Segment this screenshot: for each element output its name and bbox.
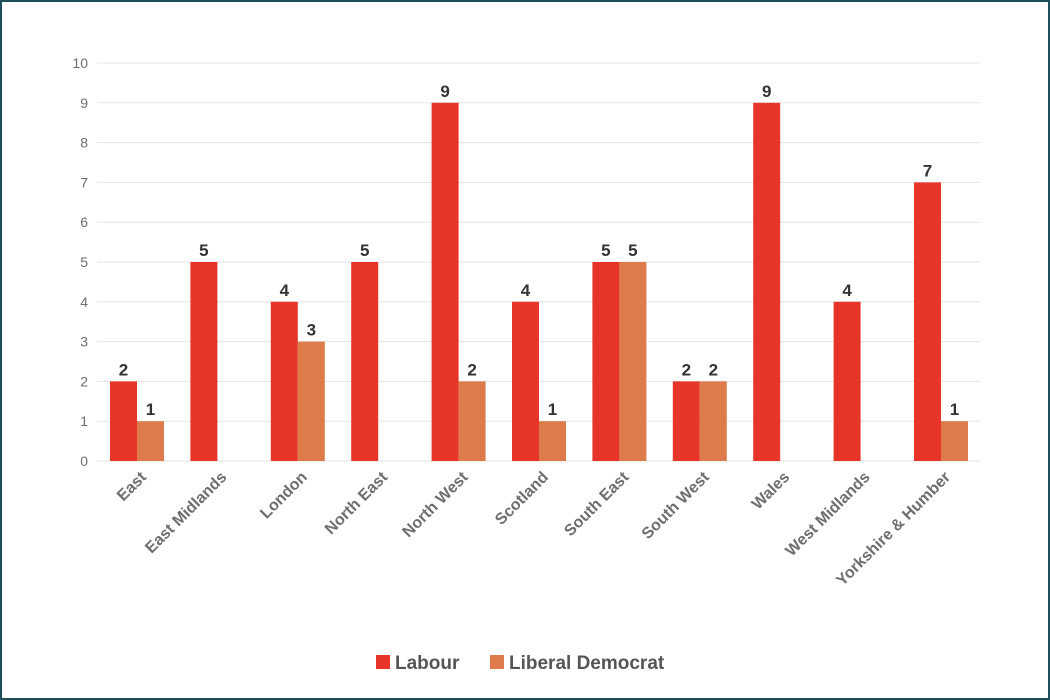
bar-labour xyxy=(512,301,539,461)
bar-liberal-democrat xyxy=(699,381,727,461)
data-label: 2 xyxy=(467,360,476,379)
y-tick-label: 4 xyxy=(80,294,88,310)
x-tick-label: North West xyxy=(399,468,472,541)
legend-swatch-labour xyxy=(376,655,390,669)
data-label: 5 xyxy=(199,241,208,260)
bar-labour xyxy=(833,301,861,461)
data-label: 9 xyxy=(762,82,771,101)
data-label: 1 xyxy=(950,400,959,419)
data-label: 5 xyxy=(601,241,610,260)
bar-liberal-democrat xyxy=(458,381,486,461)
bar-labour xyxy=(351,262,379,461)
data-label: 4 xyxy=(280,281,290,300)
x-tick-label: East Midlands xyxy=(142,469,230,557)
x-tick-label: Scotland xyxy=(492,469,552,529)
bar-liberal-democrat xyxy=(619,262,647,461)
data-label: 2 xyxy=(682,360,691,379)
x-tick-label: Wales xyxy=(749,469,793,513)
bar-labour xyxy=(110,381,137,461)
data-label: 2 xyxy=(119,360,128,379)
x-tick-label: South West xyxy=(639,468,714,543)
x-tick-label: West Midlands xyxy=(783,469,874,560)
bar-liberal-democrat xyxy=(297,341,325,461)
y-tick-label: 10 xyxy=(72,55,88,71)
bar-labour xyxy=(270,301,298,461)
y-tick-label: 5 xyxy=(80,254,88,270)
data-label: 2 xyxy=(709,360,718,379)
x-tick-label: East xyxy=(114,468,150,504)
bar-labour xyxy=(592,262,620,461)
bar-labour xyxy=(190,262,218,461)
y-tick-label: 2 xyxy=(80,373,88,389)
y-tick-label: 3 xyxy=(80,334,88,350)
y-tick-label: 7 xyxy=(80,174,88,190)
data-label: 4 xyxy=(842,281,852,300)
data-label: 3 xyxy=(307,321,316,340)
data-label: 5 xyxy=(628,241,637,260)
data-label: 1 xyxy=(146,400,155,419)
data-label: 1 xyxy=(548,400,557,419)
y-tick-label: 6 xyxy=(80,214,88,230)
y-tick-label: 1 xyxy=(80,413,88,429)
data-label: 5 xyxy=(360,241,369,260)
y-tick-label: 8 xyxy=(80,135,88,151)
y-tick-label: 0 xyxy=(80,453,88,469)
y-tick-label: 9 xyxy=(80,95,88,111)
x-tick-label: London xyxy=(257,469,310,522)
data-label: 9 xyxy=(440,82,449,101)
bar-labour xyxy=(753,102,781,462)
legend-swatch-liberal-democrat xyxy=(490,655,504,669)
bar-labour xyxy=(672,381,700,461)
data-label: 7 xyxy=(923,161,932,180)
bar-liberal-democrat xyxy=(137,421,164,461)
bar-liberal-democrat xyxy=(941,421,968,461)
bar-liberal-democrat xyxy=(539,421,566,461)
bar-labour xyxy=(431,102,459,462)
legend-label-labour: Labour xyxy=(395,653,460,674)
legend-label-liberal-democrat: Liberal Democrat xyxy=(509,653,665,674)
data-label: 4 xyxy=(521,281,531,300)
x-tick-label: South East xyxy=(561,468,633,540)
bar-labour xyxy=(914,182,941,461)
x-tick-label: North East xyxy=(322,468,392,538)
